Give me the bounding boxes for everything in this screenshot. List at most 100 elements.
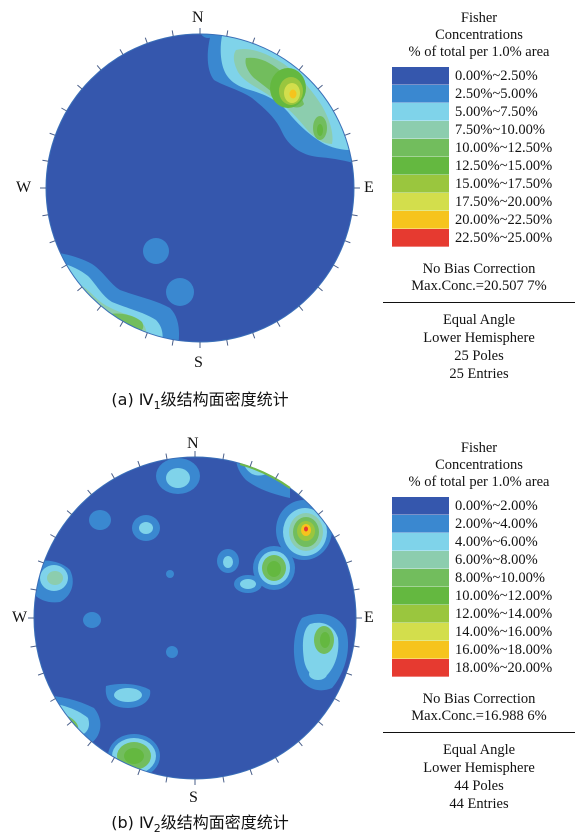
projection-type: Equal Angle — [442, 312, 516, 328]
compass-east: E — [364, 609, 374, 626]
legend-swatch — [392, 551, 449, 569]
legend-title-line: % of total per 1.0% area — [408, 474, 550, 490]
legend-range-label: 22.50%~25.00% — [455, 229, 553, 246]
caption-prefix: (b) — [111, 813, 139, 832]
contour-level-6 — [124, 748, 144, 764]
azimuth-tick — [317, 286, 323, 292]
azimuth-tick — [334, 534, 340, 538]
azimuth-tick — [87, 489, 92, 495]
legend-swatch — [392, 67, 449, 85]
legend-title: Fisher Concentrations % of total per 1.0… — [380, 440, 578, 491]
hemisphere: Lower Hemisphere — [423, 330, 535, 346]
azimuth-tick — [353, 588, 360, 591]
contour-spot — [89, 510, 111, 530]
azimuth-tick — [226, 30, 229, 37]
azimuth-tick — [77, 286, 83, 292]
legend-range-label: 15.00%~17.50% — [455, 175, 553, 192]
contour-level-10 — [304, 526, 308, 532]
stereonet-panel-b: N S E W Fisher Concentrations % of total… — [0, 418, 578, 837]
entry-count: 25 Entries — [449, 366, 509, 382]
legend-row: 18.00%~20.00% — [392, 659, 578, 677]
legend-range-label: 10.00%~12.50% — [455, 139, 553, 156]
azimuth-tick — [144, 37, 148, 44]
stereonet-plot-b — [28, 451, 362, 785]
azimuth-tick — [66, 510, 72, 515]
legend-b: Fisher Concentrations % of total per 1.0… — [380, 440, 578, 813]
legend-swatch — [392, 175, 449, 193]
legend-title-line: Concentrations — [435, 27, 523, 43]
azimuth-tick — [30, 645, 37, 648]
azimuth-tick — [37, 672, 44, 676]
entry-count: 44 Entries — [449, 796, 509, 812]
legend-row: 15.00%~17.50% — [392, 175, 578, 193]
azimuth-tick — [61, 107, 67, 112]
stereonet-plot-a — [40, 28, 360, 348]
legend-row: 5.00%~7.50% — [392, 103, 578, 121]
azimuth-tick — [96, 65, 102, 71]
azimuth-tick — [344, 240, 351, 244]
legend-range-label: 6.00%~8.00% — [455, 551, 538, 568]
legend-row: 2.50%~5.00% — [392, 85, 578, 103]
azimuth-tick — [351, 159, 358, 162]
azimuth-tick — [30, 588, 37, 591]
legend-a: Fisher Concentrations % of total per 1.0… — [380, 10, 578, 383]
legend-swatch — [392, 121, 449, 139]
azimuth-tick — [50, 698, 56, 702]
legend-swatch — [392, 587, 449, 605]
caption-subscript: 1 — [153, 399, 161, 413]
legend-swatch — [392, 515, 449, 533]
azimuth-tick — [119, 321, 124, 327]
contour-level-4 — [47, 571, 63, 585]
compass-east: E — [364, 179, 374, 196]
azimuth-tick — [49, 132, 56, 136]
legend-swatch — [392, 157, 449, 175]
azimuth-tick — [226, 339, 229, 346]
caption-numeral: Ⅳ — [138, 813, 154, 832]
legend-row: 14.00%~16.00% — [392, 623, 578, 641]
legend-row: 7.50%~10.00% — [392, 121, 578, 139]
legend-row: 0.00%~2.50% — [392, 67, 578, 85]
azimuth-tick — [252, 37, 256, 44]
caption-a: (a) Ⅳ1级结构面密度统计 — [0, 386, 400, 412]
hemisphere: Lower Hemisphere — [423, 760, 535, 776]
projection-info: Equal Angle Lower Hemisphere 44 Poles 44… — [380, 741, 578, 813]
caption-text: 级结构面密度统计 — [160, 813, 289, 832]
azimuth-tick — [137, 460, 141, 467]
contour-spot — [143, 238, 169, 264]
contour-level-6 — [267, 561, 281, 577]
legend-row: 17.50%~20.00% — [392, 193, 578, 211]
legend-title-line: Fisher — [460, 440, 498, 456]
legend-swatch — [392, 103, 449, 121]
azimuth-tick — [49, 240, 56, 244]
azimuth-tick — [346, 560, 353, 564]
azimuth-tick — [298, 741, 303, 747]
legend-range-label: 4.00%~6.00% — [455, 533, 538, 550]
legend-divider — [383, 732, 575, 733]
azimuth-tick — [346, 672, 353, 676]
legend-range-label: 16.00%~18.00% — [455, 641, 553, 658]
azimuth-tick — [276, 321, 281, 327]
azimuth-tick — [165, 776, 168, 783]
contour-level-9 — [289, 89, 297, 99]
azimuth-tick — [77, 84, 83, 90]
legend-swatch — [392, 569, 449, 587]
compass-north: N — [192, 9, 204, 26]
compass-north: N — [187, 435, 199, 452]
azimuth-tick — [137, 769, 141, 776]
azimuth-tick — [119, 49, 124, 55]
legend-range-label: 7.50%~10.00% — [455, 121, 546, 138]
legend-stats: No Bias Correction Max.Conc.=16.988 6% — [380, 691, 578, 725]
azimuth-tick — [276, 49, 281, 55]
azimuth-tick — [298, 305, 304, 311]
azimuth-tick — [111, 757, 115, 763]
rim-highlight — [239, 463, 291, 489]
legend-range-label: 5.00%~7.50% — [455, 103, 538, 120]
azimuth-tick — [353, 645, 360, 648]
legend-title-line: Fisher — [460, 10, 498, 26]
legend-swatch — [392, 211, 449, 229]
legend-range-label: 12.50%~15.00% — [455, 157, 553, 174]
contour-spot — [240, 579, 256, 589]
legend-title: Fisher Concentrations % of total per 1.0… — [380, 10, 578, 61]
legend-divider — [383, 302, 575, 303]
legend-swatch — [392, 533, 449, 551]
